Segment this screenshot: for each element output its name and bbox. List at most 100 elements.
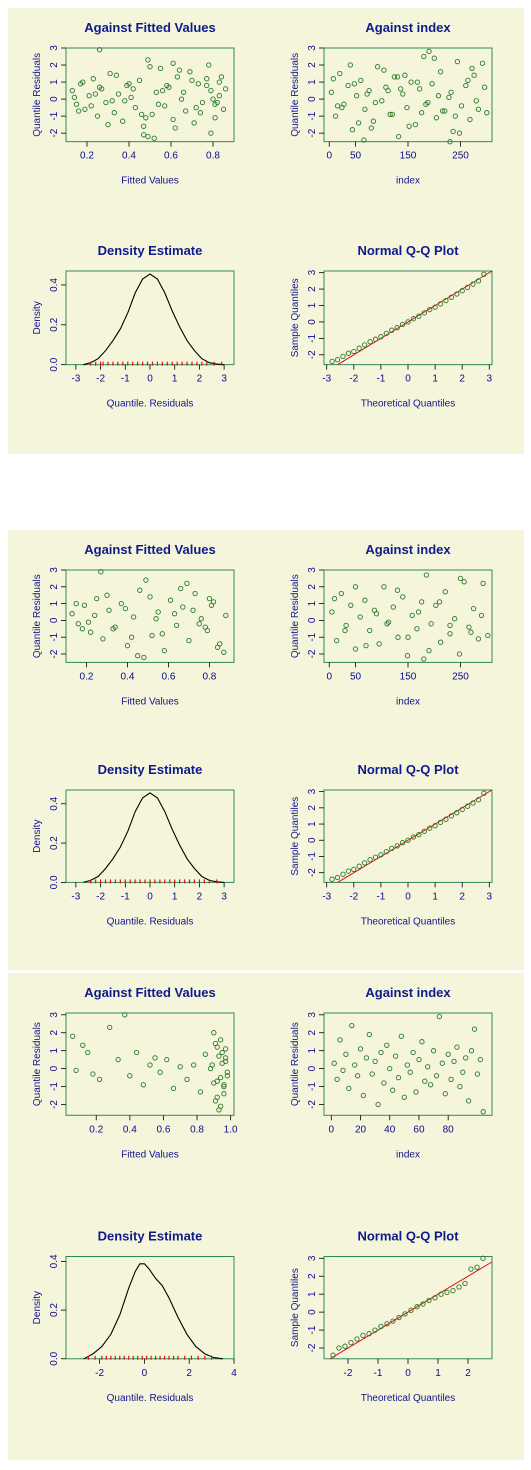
data-point [400, 594, 406, 600]
data-point [352, 646, 359, 652]
data-point [374, 64, 381, 70]
data-point [414, 79, 421, 85]
data-point [410, 834, 417, 840]
data-point [361, 860, 368, 866]
plot-index: Against index 0 20 40 60 80 -2 -1 0 1 2 3 index Quant… [290, 985, 493, 1160]
x-tick-label: -3 [322, 891, 331, 902]
data-point [372, 854, 379, 860]
data-point [164, 1056, 170, 1063]
diagnostic-panel-3: Against Fitted Values 0.2 0.4 0.6 0.8 1.0 -2 -1… [8, 973, 524, 1460]
data-point [478, 612, 485, 619]
y-tick-label: 0.4 [49, 1254, 60, 1268]
data-point [140, 1082, 146, 1088]
data-point [351, 81, 358, 87]
data-point [443, 297, 449, 304]
y-tick-label: 0.0 [49, 1351, 60, 1365]
plot-frame [65, 1256, 235, 1360]
data-point [164, 82, 170, 89]
x-tick-label: 0 [405, 374, 411, 385]
y-tick-label: 1 [307, 302, 318, 308]
data-point [389, 111, 395, 118]
data-point [90, 76, 96, 82]
data-point [432, 823, 438, 829]
data-point [352, 1062, 358, 1068]
data-point [128, 94, 134, 101]
data-point [394, 587, 401, 593]
data-point [184, 1076, 190, 1083]
plot-qq: Normal Q-Q Plot -3 -2 -1 0 1 2 3 -2 -1 0 1 2 3 Theoret… [290, 762, 493, 927]
data-point [437, 301, 444, 307]
data-point [466, 624, 472, 630]
data-point [155, 609, 161, 615]
x-tick-label: -2 [349, 891, 358, 902]
data-point [480, 1255, 486, 1261]
data-point [94, 595, 100, 602]
data-point [390, 604, 396, 610]
data-point [88, 103, 94, 109]
data-point [376, 641, 382, 647]
data-point [387, 1065, 393, 1072]
y-axis-label: Sample Quantiles [290, 1268, 301, 1347]
x-tick-label: 50 [350, 671, 362, 682]
data-point [394, 325, 400, 331]
data-point [447, 622, 453, 629]
data-point [378, 852, 384, 858]
data-point [465, 1098, 472, 1104]
x-tick-label: 0 [147, 891, 153, 902]
data-point [187, 69, 193, 75]
x-tick-label: 3 [221, 891, 227, 902]
data-point [334, 357, 341, 363]
data-point [408, 1307, 414, 1313]
data-point [98, 569, 104, 575]
x-tick-label: 150 [400, 671, 417, 682]
y-tick-label: 3 [307, 788, 318, 794]
data-point [457, 575, 464, 582]
data-point [372, 1327, 378, 1333]
data-point [444, 1289, 450, 1296]
data-point [361, 137, 367, 143]
y-tick-label: -2 [307, 649, 318, 658]
y-axis-label: Quantile Residuals [32, 574, 43, 658]
data-point [180, 604, 186, 610]
data-point [451, 1058, 457, 1065]
data-point [447, 139, 453, 145]
data-point [450, 1287, 456, 1294]
data-point [178, 585, 184, 592]
data-point [464, 284, 471, 291]
y-tick-label: 0 [307, 1309, 318, 1315]
data-point [421, 310, 427, 316]
y-tick-label: 2 [49, 584, 60, 590]
data-point [180, 89, 187, 95]
x-tick-label: 0.2 [80, 151, 94, 162]
data-point [464, 803, 471, 809]
data-point [367, 339, 373, 345]
data-point [407, 1069, 413, 1075]
x-tick-label: 80 [443, 1124, 455, 1135]
x-tick-label: 2 [197, 891, 203, 902]
data-point [378, 334, 384, 340]
data-point [328, 89, 335, 95]
y-axis-label: Quantile Residuals [290, 1022, 301, 1106]
data-point [222, 1055, 229, 1061]
data-point [120, 118, 126, 124]
data-point [405, 319, 411, 325]
y-tick-label: 0 [307, 617, 318, 623]
data-point [69, 611, 75, 617]
data-point [349, 127, 356, 133]
data-point [209, 1062, 215, 1068]
data-point [470, 281, 476, 287]
data-point [221, 1083, 227, 1090]
data-point [151, 135, 157, 141]
data-point [421, 656, 427, 662]
data-point [216, 1107, 222, 1113]
y-tick-label: 3 [49, 45, 60, 51]
data-point [170, 60, 176, 66]
data-point [442, 1091, 448, 1097]
data-point [79, 626, 86, 632]
data-point [348, 602, 354, 608]
x-tick-label: 1 [432, 374, 438, 385]
data-point [346, 1085, 352, 1092]
data-point [195, 81, 201, 87]
data-point [384, 1321, 390, 1327]
data-point [110, 626, 116, 632]
